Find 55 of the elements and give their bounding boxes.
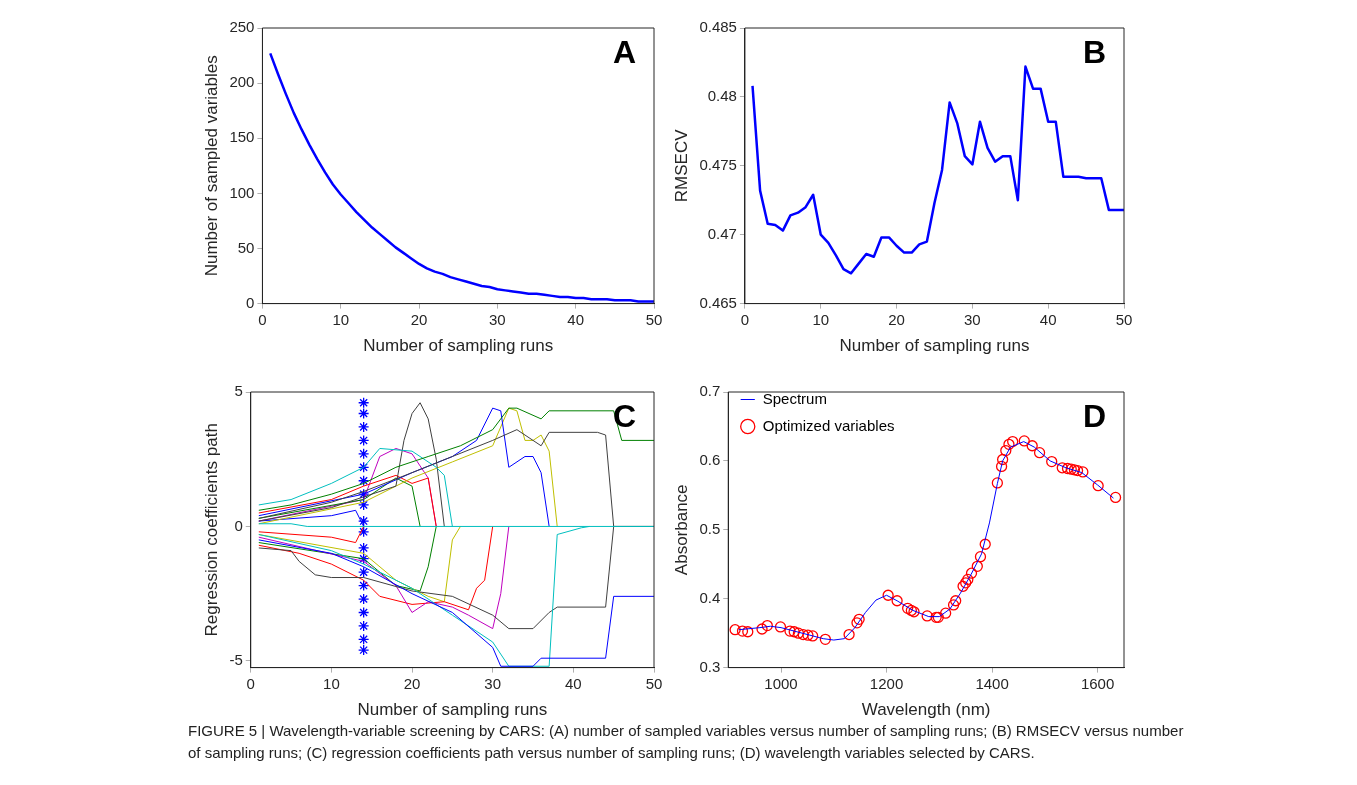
x-axis-title: Wavelength (nm) [861,700,991,720]
x-tick-label: 1200 [869,674,904,692]
x-tick-label: 10 [332,310,350,328]
legend-label: Spectrum [762,389,827,407]
y-axis-title: Number of sampled variables [201,55,221,277]
x-axis-title: Number of sampling runs [357,700,548,720]
y-tick-label: 200 [229,73,255,91]
x-tick-label: 20 [410,310,428,328]
x-tick-label: 0 [740,310,750,328]
y-axis-title: Absorbance [671,484,691,576]
y-tick-label: 250 [229,18,255,36]
y-tick-label: 50 [237,238,255,256]
annotation: C [612,397,636,434]
annotation: D [1082,397,1106,434]
x-tick-label: 0 [258,310,267,328]
y-axis-title: Regression coefficients path [201,423,221,637]
y-tick-label: 100 [229,183,255,201]
x-tick-label: 1600 [1080,674,1115,692]
x-tick-label: 50 [645,674,663,692]
x-tick-label: 30 [489,310,506,328]
y-tick-label: 0.4 [699,588,721,606]
annotation: B [1082,33,1106,70]
y-tick-label: 0.48 [707,87,737,105]
x-axis-title: Number of sampling runs [363,336,554,356]
y-tick-label: 5 [234,382,243,400]
x-tick-label: 20 [888,310,905,328]
x-tick-label: 40 [565,674,582,692]
y-tick-label: 0.6 [699,451,721,469]
x-tick-label: 30 [964,310,981,328]
y-tick-label: 0.3 [699,657,721,675]
y-tick-label: 150 [229,128,255,146]
y-tick-label: 0.485 [699,18,737,36]
y-tick-label: 0.465 [699,293,737,311]
x-tick-label: 1400 [975,674,1009,692]
x-tick-label: 30 [484,674,502,692]
y-tick-label: 0 [246,293,255,311]
y-tick-label: 0.7 [699,382,721,400]
x-tick-label: 10 [323,674,340,692]
x-tick-label: 50 [645,310,663,328]
x-tick-label: 1000 [764,674,798,692]
annotation: A [612,33,636,70]
y-tick-label: 0 [234,516,243,534]
y-tick-label: 0.47 [707,224,737,242]
x-tick-label: 40 [1039,310,1057,328]
legend-label: Optimized variables [762,416,895,434]
x-axis-title: Number of sampling runs [839,336,1030,356]
x-tick-label: 10 [812,310,830,328]
x-tick-label: 40 [567,310,585,328]
x-tick-label: 20 [403,674,421,692]
y-tick-label: 0.475 [699,155,737,173]
caption: FIGURE 5 | Wavelength-variable screening by CARS: (A) number of sampled variables versus number of sampling runs; (B) RMSECV versus number of sampling runs; (C) regression coefficients path versus number of sampling runs; (D) wavelength variables selected by CARS. [188,721,1185,763]
x-tick-label: 50 [1115,310,1133,328]
y-tick-label: -5 [229,651,243,669]
y-axis-title: RMSECV [671,128,691,203]
y-tick-label: 0.5 [699,519,721,537]
